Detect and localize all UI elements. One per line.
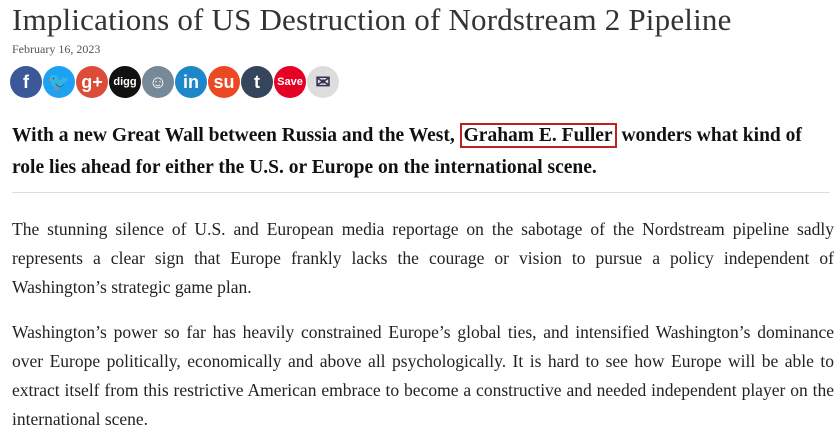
lede-text-end: wonders what kind of role lies ahead for… — [12, 125, 802, 178]
pinterest-save-icon[interactable]: Save — [274, 66, 306, 98]
author-link[interactable]: Graham E. Fuller — [459, 123, 617, 148]
share-bar: f 🐦 g+ digg ☺ in su t Save ✉ — [10, 66, 339, 98]
linkedin-icon[interactable]: in — [175, 66, 207, 98]
stumbleupon-icon[interactable]: su — [208, 66, 240, 98]
article-lede: With a new Great Wall between Russia and… — [12, 120, 832, 184]
email-icon[interactable]: ✉ — [307, 66, 339, 98]
paragraph-1: The stunning silence of U.S. and Europea… — [12, 219, 834, 297]
reddit-icon[interactable]: ☺ — [142, 66, 174, 98]
paragraph-2: Washington’s power so far has heavily co… — [12, 322, 834, 429]
google-plus-icon[interactable]: g+ — [76, 66, 108, 98]
facebook-icon[interactable]: f — [10, 66, 42, 98]
article-date: February 16, 2023 — [12, 42, 101, 56]
lede-text: With a new Great Wall between Russia and… — [12, 125, 460, 146]
digg-icon[interactable]: digg — [109, 66, 141, 98]
article-title: Implications of US Destruction of Nordst… — [12, 2, 732, 37]
divider — [12, 192, 830, 193]
twitter-icon[interactable]: 🐦 — [43, 66, 75, 98]
tumblr-icon[interactable]: t — [241, 66, 273, 98]
